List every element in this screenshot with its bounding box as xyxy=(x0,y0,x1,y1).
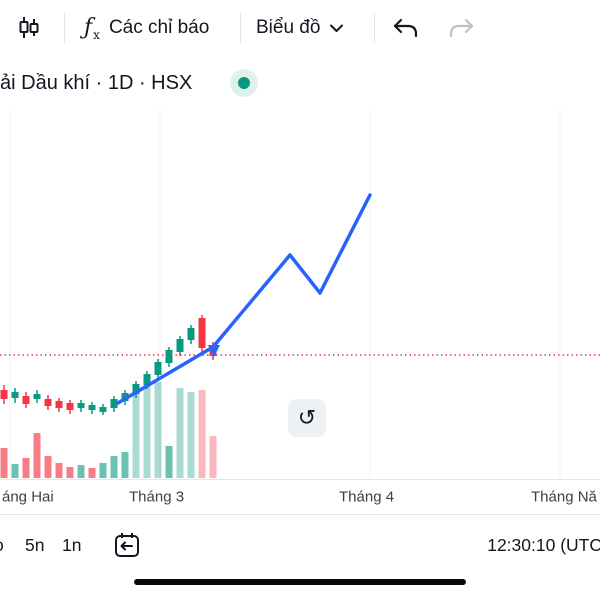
go-to-date-button[interactable] xyxy=(112,530,142,560)
server-clock: 12:30:10 (UTC xyxy=(487,535,600,555)
home-indicator-bar[interactable] xyxy=(134,579,466,585)
volume-bar xyxy=(132,393,140,478)
candle-body xyxy=(77,403,85,408)
volume-bar xyxy=(55,463,63,478)
trend-arrow-marker xyxy=(208,345,220,357)
axis-label-month: áng Hai xyxy=(2,488,54,506)
candle-body xyxy=(143,374,151,385)
symbol-row[interactable]: ải Dầu khí · 1D · HSX xyxy=(0,56,600,111)
candle-body xyxy=(11,392,19,398)
candle-body xyxy=(99,407,107,412)
undo-button[interactable] xyxy=(392,17,419,42)
axis-label-month: Tháng 4 xyxy=(339,488,395,506)
volume-bar xyxy=(121,452,129,478)
volume-bar xyxy=(187,392,195,478)
volume-bar xyxy=(22,458,30,478)
redo-button[interactable] xyxy=(448,17,475,42)
volume-bar xyxy=(176,388,184,478)
redo-arrow-icon xyxy=(448,18,475,42)
candle-body xyxy=(0,390,8,399)
toolbar-divider xyxy=(240,13,241,43)
candle-body xyxy=(187,328,195,340)
candle-body xyxy=(154,362,162,375)
volume-bar xyxy=(198,390,206,478)
chart-area[interactable]: ↺ xyxy=(0,110,600,480)
calendar-goto-icon xyxy=(112,533,142,563)
undo-arrow-icon xyxy=(392,18,419,42)
toolbar-divider xyxy=(374,13,375,43)
candle-body xyxy=(176,339,184,352)
volume-bar xyxy=(143,376,151,478)
chart-menu-button[interactable]: Biểu đồ xyxy=(256,0,344,56)
symbol-title: ải Dầu khí · 1D · HSX xyxy=(0,72,193,94)
chart-style-button[interactable] xyxy=(15,14,43,42)
trend-line-drawing xyxy=(116,193,372,405)
timeframe-button-partial[interactable]: o xyxy=(0,515,4,575)
candle-body xyxy=(132,384,140,394)
candle-body xyxy=(33,394,41,399)
chart-menu-label: Biểu đồ xyxy=(256,17,321,38)
axis-label-month: Tháng Nă xyxy=(531,488,597,506)
volume-bar xyxy=(11,464,19,478)
candle-body xyxy=(22,396,30,404)
refresh-icon: ↺ xyxy=(297,405,317,430)
candlestick-chart-icon xyxy=(15,17,43,45)
timeframe-button-5d[interactable]: 5n xyxy=(25,535,45,555)
bottom-toolbar: o 5n 1n 12:30:10 (UTC xyxy=(0,515,600,577)
volume-bar xyxy=(77,465,85,478)
candle-body xyxy=(55,401,63,408)
chevron-down-icon xyxy=(330,17,344,39)
indicators-label: Các chỉ báo xyxy=(108,17,210,38)
volume-bar xyxy=(99,463,107,478)
volume-bar xyxy=(209,436,217,478)
candle-body xyxy=(165,350,173,363)
toolbar-divider xyxy=(64,13,65,43)
market-status-badge xyxy=(230,69,258,97)
refresh-button[interactable]: ↺ xyxy=(288,399,326,437)
volume-bar xyxy=(165,446,173,478)
volume-bar xyxy=(110,456,118,478)
candle-body xyxy=(88,405,96,410)
volume-bar xyxy=(44,456,52,478)
volume-bar xyxy=(66,467,74,478)
candle-body xyxy=(66,403,74,410)
time-axis[interactable]: áng Hai Tháng 3 Tháng 4 Tháng Nă xyxy=(0,480,600,515)
timeframe-button-1d[interactable]: 1n xyxy=(62,535,82,555)
axis-label-month: Tháng 3 xyxy=(129,488,185,506)
volume-bar xyxy=(88,468,96,478)
candle-body xyxy=(44,399,52,406)
price-chart[interactable] xyxy=(0,110,600,479)
candle-body xyxy=(198,318,206,348)
volume-bar xyxy=(154,382,162,478)
volume-bar xyxy=(0,448,8,478)
volume-bar xyxy=(33,433,41,478)
candle-body xyxy=(110,399,118,408)
status-dot-icon xyxy=(238,77,250,89)
